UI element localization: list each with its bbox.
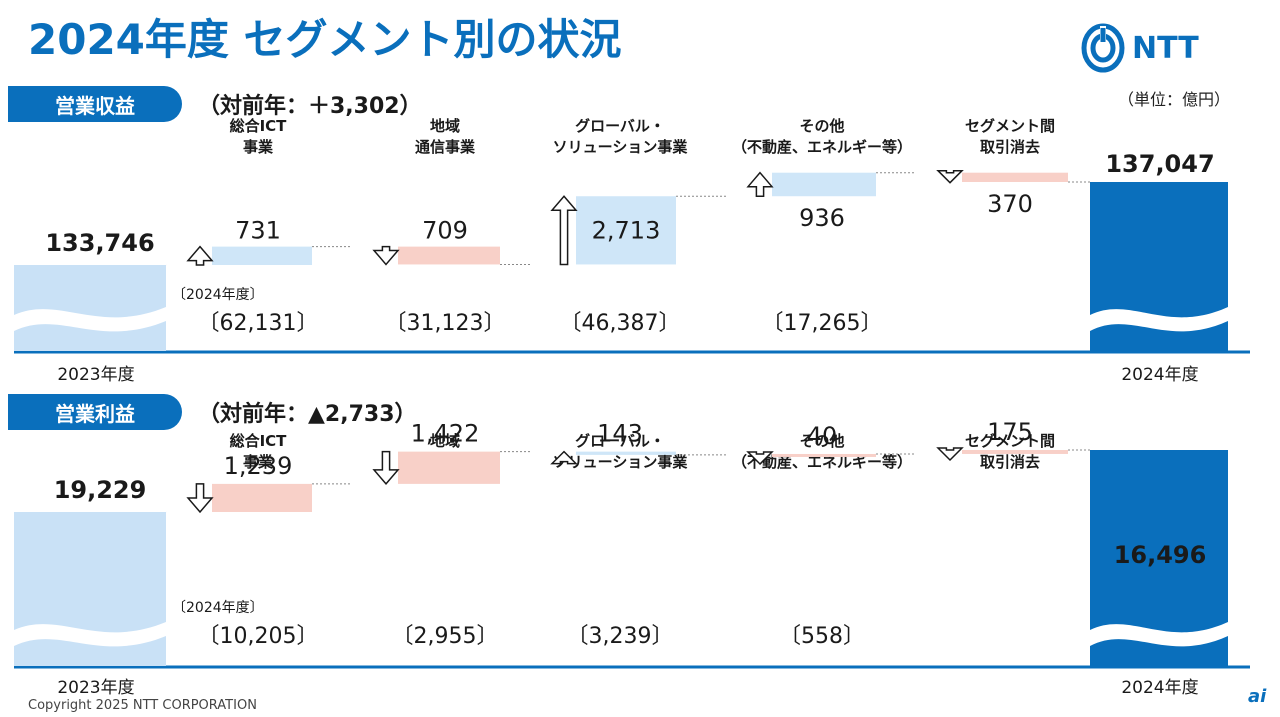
ntt-logo: NTT xyxy=(1080,22,1199,74)
start-value-label: 19,229 xyxy=(54,476,147,504)
step-bar xyxy=(962,172,1068,182)
step-value-label: 370 xyxy=(987,190,1033,218)
start-year-label: 2023年度 xyxy=(57,678,134,698)
start-value-label: 133,746 xyxy=(45,229,154,257)
category-label: 総合ICT xyxy=(230,432,288,450)
logo-text: NTT xyxy=(1132,30,1199,66)
fy2024-total-label: 〔31,123〕 xyxy=(385,311,506,336)
wave-icon xyxy=(1090,622,1228,647)
category-label: ソリューション事業 xyxy=(553,138,689,156)
start-bar xyxy=(14,512,166,666)
step-bar xyxy=(398,246,500,265)
category-label: グローバル・ xyxy=(575,432,665,450)
step-bar xyxy=(576,451,676,455)
page-title: 2024年度 セグメント別の状況 xyxy=(28,15,622,64)
category-label: 通信事業 xyxy=(415,138,476,156)
category-label: 総合ICT xyxy=(230,117,288,135)
category-label: セグメント間 xyxy=(965,117,1055,135)
fy2024-total-label: 〔17,265〕 xyxy=(762,311,883,336)
down-arrow-icon xyxy=(372,450,400,486)
up-arrow-icon xyxy=(186,245,214,266)
category-label: その他 xyxy=(799,117,844,135)
corner-mark: ai xyxy=(1248,686,1267,707)
step-value-label: 731 xyxy=(235,217,281,245)
down-arrow-icon xyxy=(372,245,400,266)
end-value-label: 137,047 xyxy=(1105,150,1214,178)
end-year-label: 2024年度 xyxy=(1121,365,1198,385)
category-label: 地域 xyxy=(430,432,460,450)
section-label-revenue: 営業収益 xyxy=(8,86,182,122)
start-bar xyxy=(14,265,166,351)
category-label: ソリューション事業 xyxy=(553,453,689,471)
step-bar xyxy=(212,246,312,265)
step-value-label: 143 xyxy=(597,420,643,448)
step-value-label: 936 xyxy=(799,204,845,232)
category-label: （不動産、エネルギー等） xyxy=(732,138,912,156)
start-bar-fill xyxy=(14,265,166,351)
wave-icon xyxy=(14,622,166,647)
category-label: 地域 xyxy=(430,117,460,135)
ntt-logo-icon xyxy=(1081,23,1125,73)
down-arrow-icon xyxy=(936,169,964,184)
step-bar xyxy=(962,450,1068,454)
end-value-label: 16,496 xyxy=(1114,541,1207,569)
end-bar xyxy=(1090,182,1228,351)
up-arrow-icon xyxy=(550,195,578,266)
fy2024-total-label: 〔46,387〕 xyxy=(560,311,681,336)
unit-label: （単位：億円） xyxy=(1118,90,1231,109)
step-value-label: 2,713 xyxy=(592,216,661,244)
category-label: 取引消去 xyxy=(980,453,1040,471)
end-bar xyxy=(1090,450,1228,666)
down-arrow-icon xyxy=(186,483,214,514)
down-arrow-icon xyxy=(936,447,964,462)
copyright: Copyright 2025 NTT CORPORATION xyxy=(28,698,257,713)
category-label: その他 xyxy=(799,432,844,450)
step-bar xyxy=(212,483,312,512)
yoy-revenue: （対前年：＋3,302） xyxy=(198,94,422,119)
up-arrow-icon xyxy=(746,171,774,197)
category-label: セグメント間 xyxy=(965,432,1055,450)
step-value-label: 175 xyxy=(987,418,1033,446)
step-value-label: 709 xyxy=(422,217,468,245)
category-label: （不動産、エネルギー等） xyxy=(732,453,912,471)
category-label: グローバル・ xyxy=(575,117,665,135)
section-label-profit: 営業利益 xyxy=(8,394,182,430)
step-value-label: 1,422 xyxy=(411,420,480,448)
step-bar xyxy=(772,453,876,457)
start-year-label: 2023年度 xyxy=(57,365,134,385)
end-year-label: 2024年度 xyxy=(1121,678,1198,698)
step-value-label: 1,239 xyxy=(224,452,293,480)
step-value-label: 40 xyxy=(807,422,838,450)
wave-icon xyxy=(1090,307,1228,332)
fy2024-total-label: 〔62,131〕 xyxy=(198,311,319,336)
wave-icon xyxy=(14,307,166,332)
fy2024-total-label: 〔2,955〕 xyxy=(392,624,499,649)
yoy-profit: （対前年：▲2,733） xyxy=(198,402,417,427)
fy2024-total-label: 〔558〕 xyxy=(779,624,865,649)
up-arrow-icon xyxy=(550,450,578,465)
step-bar xyxy=(772,172,876,197)
category-label: 事業 xyxy=(243,453,274,471)
category-label: 事業 xyxy=(243,138,274,156)
fy2024-total-label: 〔3,239〕 xyxy=(567,624,674,649)
category-label: 取引消去 xyxy=(980,138,1040,156)
fy2024-note: 〔2024年度〕 xyxy=(172,287,264,303)
fy2024-total-label: 〔10,205〕 xyxy=(198,624,319,649)
step-bar xyxy=(576,196,676,265)
down-arrow-icon xyxy=(746,451,774,466)
step-bar xyxy=(398,451,500,484)
fy2024-note: 〔2024年度〕 xyxy=(172,600,264,616)
